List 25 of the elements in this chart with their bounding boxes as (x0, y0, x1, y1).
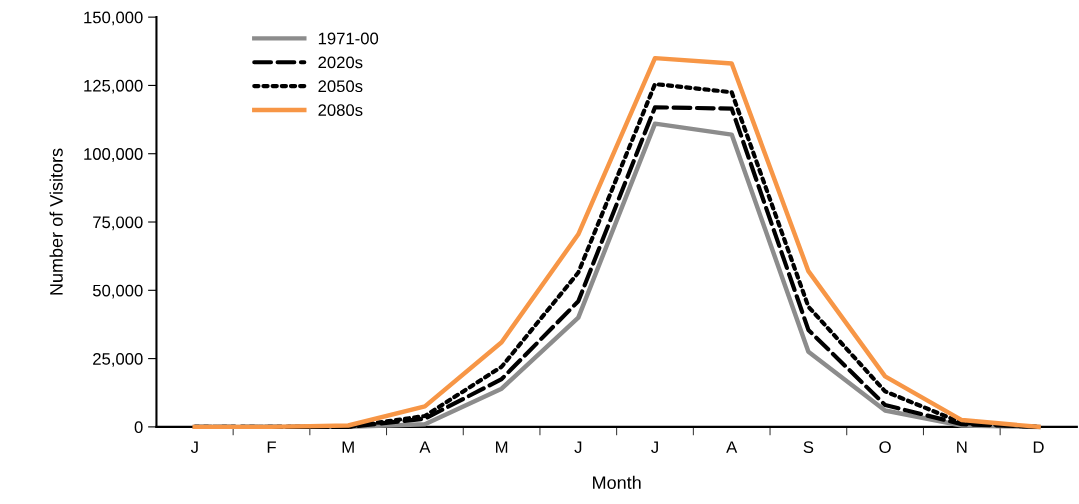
y-tick-label: 125,000 (84, 79, 143, 94)
legend-label: 1971-00 (318, 32, 379, 45)
y-axis-title: Number of Visitors (49, 148, 63, 295)
y-tick-label: 0 (134, 421, 143, 434)
x-tick-label: M (342, 441, 354, 453)
x-tick-label: A (419, 441, 431, 453)
y-tick-label: 25,000 (93, 353, 143, 367)
x-axis-title: Month (593, 475, 641, 490)
x-tick-label: O (879, 441, 891, 454)
x-tick-label: J (190, 441, 198, 454)
x-tick-label: N (957, 441, 967, 453)
x-tick-label: D (1033, 441, 1044, 453)
y-tick-label: 100,000 (84, 148, 143, 162)
y-tick-label: 50,000 (92, 284, 143, 299)
legend-label: 2020s (318, 56, 363, 69)
legend-label: 2050s (318, 80, 363, 93)
x-tick-label: J (651, 441, 658, 454)
x-tick-label: F (267, 441, 276, 453)
x-tick-label: J (574, 441, 582, 454)
x-tick-label: M (496, 441, 508, 453)
y-tick-label: 75,000 (93, 216, 143, 231)
x-tick-label: A (726, 441, 738, 453)
legend-label: 2080s (318, 104, 363, 116)
y-tick-label: 150,000 (84, 11, 143, 26)
x-tick-label: S (803, 441, 814, 454)
